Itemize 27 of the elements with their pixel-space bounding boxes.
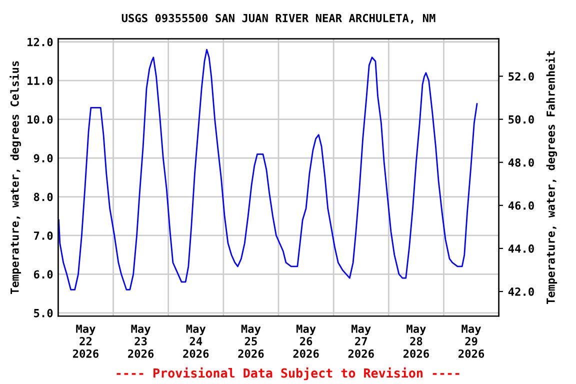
x-tick-label: May 26 2026 — [293, 324, 319, 358]
x-tick-label: May 24 2026 — [183, 324, 209, 358]
y-tick-label: 10.0 — [28, 115, 53, 124]
x-tick-label: May 22 2026 — [72, 324, 98, 358]
y-tick-label: 7.0 — [34, 231, 53, 240]
y-tick-label: 9.0 — [34, 154, 53, 162]
x-tick-label: May 25 2026 — [238, 324, 264, 358]
y2-tick-label: 44.0 — [508, 244, 534, 253]
y2-tick-label: 48.0 — [508, 158, 534, 167]
text: ---- Provisional Data Subject to Revision ---- — [116, 367, 460, 380]
y-tick-label: 5.0 — [34, 308, 53, 318]
line-series — [58, 48, 478, 290]
y2-tick-label: 50.0 — [508, 115, 534, 124]
y2-tick-label: 52.0 — [508, 72, 534, 81]
y-axis-title: Temperature, water, degrees Celsius — [10, 61, 21, 294]
x-tick-label: May 28 2026 — [403, 324, 429, 358]
y-tick-label: 11.0 — [28, 76, 53, 85]
y-tick-label: 6.0 — [34, 270, 53, 279]
y-tick-label: 12.0 — [28, 38, 53, 46]
y2-tick-label: 46.0 — [508, 201, 534, 210]
x-tick-label: May 29 2026 — [458, 324, 484, 358]
chart-title: USGS 09355500 SAN JUAN RIVER NEAR ARCHULETA, NM — [122, 14, 436, 24]
y2-axis-title: Temperature, water, degrees Fahrenheit — [546, 51, 558, 304]
y-tick-label: 8.0 — [34, 192, 53, 202]
x-tick-label: May 23 2026 — [128, 324, 154, 358]
x-tick-label: May 27 2026 — [348, 324, 374, 358]
y2-tick-label: 42.0 — [508, 287, 534, 296]
